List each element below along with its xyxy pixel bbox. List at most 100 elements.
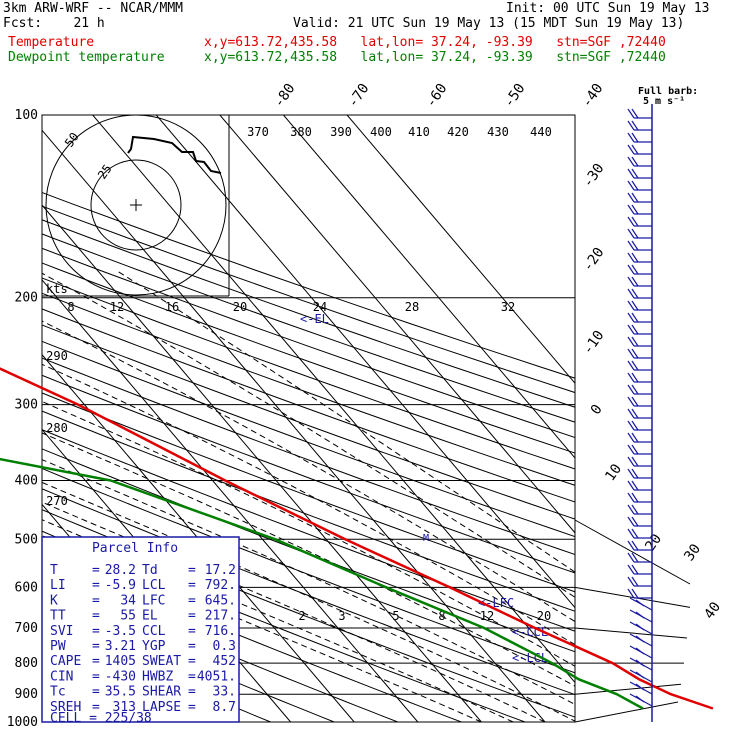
wind-barb bbox=[631, 324, 639, 335]
parcel-eq: = bbox=[92, 624, 100, 639]
wind-barb bbox=[627, 456, 635, 467]
wind-barb bbox=[631, 576, 639, 587]
wind-barb bbox=[627, 576, 635, 587]
forecast-hour: Fcst: 21 h bbox=[3, 16, 105, 31]
isotherm-extension bbox=[574, 586, 691, 608]
wind-barb bbox=[631, 396, 639, 407]
parcel-key: Tc bbox=[50, 685, 66, 700]
temperature-legend-label: Temperature bbox=[8, 35, 95, 50]
parcel-eq: = bbox=[92, 669, 100, 684]
wind-barb bbox=[631, 468, 639, 479]
parcel-info-title: Parcel Info bbox=[92, 541, 178, 556]
dry-adiabat-line bbox=[42, 410, 575, 612]
parcel-key: LFC bbox=[142, 593, 165, 608]
dry-adiabat-line bbox=[42, 340, 575, 538]
parcel-value: 35.5 bbox=[105, 685, 136, 700]
hodograph: 25 50 kts 8 12 16 20 24 28 32 bbox=[42, 114, 515, 314]
wind-barb bbox=[627, 252, 635, 263]
parcel-eq: = bbox=[92, 593, 100, 608]
wind-barb bbox=[631, 228, 639, 239]
hodograph-unit: kts bbox=[46, 282, 68, 296]
wind-barb bbox=[627, 348, 635, 359]
hodograph-speed-label: 8 bbox=[67, 300, 74, 314]
wind-barb bbox=[627, 372, 635, 383]
isotherm-extension bbox=[574, 683, 682, 695]
wind-barb bbox=[627, 120, 635, 131]
wind-barb bbox=[631, 540, 639, 551]
hodograph-ring-50 bbox=[45, 114, 227, 296]
wind-barb bbox=[631, 156, 639, 167]
wind-barb bbox=[631, 432, 639, 443]
parcel-key: Td bbox=[142, 563, 158, 578]
parcel-key: SWEAT bbox=[142, 654, 181, 669]
parcel-key: SVI bbox=[50, 624, 73, 639]
wind-barb bbox=[635, 695, 645, 703]
parcel-eq: = bbox=[92, 609, 100, 624]
wind-barb bbox=[627, 168, 635, 179]
isotherm-label: -60 bbox=[423, 81, 451, 111]
parcel-key: EL bbox=[142, 609, 158, 624]
wind-barb bbox=[635, 647, 645, 655]
parcel-eq: = bbox=[92, 654, 100, 669]
mixing-ratio-label: 20 bbox=[537, 609, 551, 623]
parcel-value: 34 bbox=[120, 593, 136, 608]
dry-adiabat-line bbox=[42, 374, 575, 574]
parcel-key: T bbox=[50, 563, 58, 578]
mixing-ratio-label: 8 bbox=[438, 609, 445, 623]
wind-barb bbox=[627, 312, 635, 323]
hodograph-speed-label: 16 bbox=[165, 300, 179, 314]
wind-barb bbox=[631, 336, 639, 347]
moist-adiabat-line bbox=[42, 400, 575, 667]
isotherm-label: -80 bbox=[271, 81, 299, 111]
parcel-key: HWBZ bbox=[142, 669, 173, 684]
isotherm-line bbox=[42, 129, 546, 722]
hodograph-ring-25 bbox=[90, 159, 182, 251]
theta-label: 410 bbox=[408, 125, 430, 139]
parcel-eq: = bbox=[92, 639, 100, 654]
isotherm-line bbox=[219, 115, 575, 534]
hodograph-speed-label: 28 bbox=[405, 300, 419, 314]
dewpoint-line bbox=[0, 457, 644, 710]
dry-adiabat-line bbox=[42, 575, 398, 722]
pressure-label-400: 400 bbox=[15, 473, 38, 488]
parcel-value: 0.3 bbox=[213, 639, 236, 654]
parcel-info-box: Parcel Info T = 28.2 Td = 17.2 LI = -5.9 LCL = 792. K… bbox=[41, 536, 240, 726]
isotherm-label: -20 bbox=[580, 245, 608, 275]
dewpoint-location-info: x,y=613.72,435.58 lat,lon= 37.24, -93.39… bbox=[204, 50, 666, 65]
wind-barb bbox=[627, 444, 635, 455]
dry-adiabat-line bbox=[42, 392, 575, 593]
dry-adiabat-line bbox=[42, 467, 575, 674]
pressure-label-700: 700 bbox=[15, 621, 38, 636]
wind-barb bbox=[631, 312, 639, 323]
wind-barb bbox=[631, 480, 639, 491]
parcel-eq: = bbox=[188, 654, 196, 669]
wind-barb bbox=[627, 516, 635, 527]
moist-adiabat-line bbox=[42, 320, 575, 623]
isotherm-label: 20 bbox=[642, 531, 665, 554]
wind-barb bbox=[627, 132, 635, 143]
mixing-ratio-label: 12 bbox=[480, 609, 494, 623]
barb-legend-bg bbox=[637, 86, 691, 104]
parcel-eq: = bbox=[188, 624, 196, 639]
isotherm-label: 0 bbox=[588, 402, 606, 418]
isotherm-label: -70 bbox=[345, 81, 373, 111]
pressure-label-800: 800 bbox=[15, 656, 38, 671]
wind-barb bbox=[631, 276, 639, 287]
wind-barb bbox=[627, 108, 635, 119]
wind-barb bbox=[631, 108, 639, 119]
temperature-location-info: x,y=613.72,435.58 lat,lon= 37.24, -93.39… bbox=[204, 35, 666, 50]
parcel-value: 1405 bbox=[105, 654, 136, 669]
wind-barb bbox=[635, 611, 645, 619]
moist-adiabat-line bbox=[42, 459, 575, 705]
hodograph-ring-label: 25 bbox=[95, 162, 115, 182]
wind-barb bbox=[631, 384, 639, 395]
isotherm-label: -10 bbox=[580, 328, 608, 358]
wind-barb bbox=[631, 144, 639, 155]
isotherm-label: 30 bbox=[681, 541, 704, 564]
dry-adiabat-label: 290 bbox=[46, 349, 68, 363]
wind-barb bbox=[627, 360, 635, 371]
parcel-key: CCL bbox=[142, 624, 166, 639]
parcel-key: PW bbox=[50, 639, 66, 654]
hodograph-speed-label: 12 bbox=[110, 300, 124, 314]
moist-adiabat-line bbox=[42, 363, 575, 646]
